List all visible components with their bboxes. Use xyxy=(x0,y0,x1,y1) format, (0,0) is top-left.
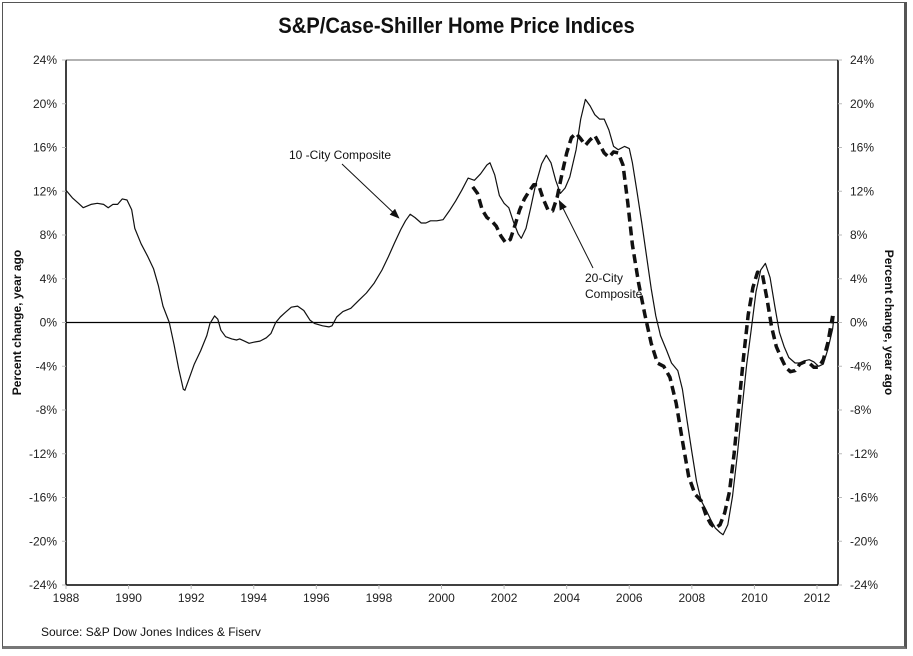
y-tick-label-left: -16% xyxy=(29,491,57,505)
annotation-20-city-label-line2: Composite xyxy=(585,287,643,301)
y-tick-label-right: -20% xyxy=(850,534,878,548)
y-tick-label-right: -24% xyxy=(850,578,878,592)
y-axis-title-left: Percent change, year ago xyxy=(10,250,24,395)
x-tick-label: 1996 xyxy=(303,591,330,605)
y-tick-label-left: 0% xyxy=(40,316,58,330)
x-tick-label: 2004 xyxy=(553,591,580,605)
y-tick-label-right: -16% xyxy=(850,491,878,505)
x-tick-label: 2012 xyxy=(804,591,831,605)
y-tick-label-left: 4% xyxy=(40,272,58,286)
x-tick-label: 1992 xyxy=(178,591,205,605)
x-tick-label: 1988 xyxy=(53,591,80,605)
y-tick-label-left: -8% xyxy=(36,403,58,417)
y-tick-label-right: 12% xyxy=(850,184,874,198)
annotation-10-city-arrow xyxy=(341,163,400,219)
y-tick-label-left: 20% xyxy=(33,97,57,111)
y-tick-label-left: -12% xyxy=(29,447,57,461)
y-tick-label-left: -20% xyxy=(29,534,57,548)
y-tick-label-left: 24% xyxy=(33,53,57,67)
chart-title: S&P/Case-Shiller Home Price Indices xyxy=(278,13,635,38)
y-tick-label-left: -4% xyxy=(36,359,58,373)
y-tick-label-right: 16% xyxy=(850,141,874,155)
y-tick-label-left: -24% xyxy=(29,578,57,592)
y-tick-label-right: -12% xyxy=(850,447,878,461)
x-tick-label: 1998 xyxy=(366,591,393,605)
annotation-20-city-arrow xyxy=(558,199,594,269)
x-tick-label: 2002 xyxy=(491,591,518,605)
chart-frame xyxy=(2,2,907,649)
x-tick-label: 2010 xyxy=(741,591,768,605)
y-tick-label-left: 8% xyxy=(40,228,58,242)
annotation-10-city-label: 10 -City Composite xyxy=(289,148,391,162)
x-tick-label: 2000 xyxy=(428,591,455,605)
y-axis-title-right: Percent change, year ago xyxy=(882,250,896,395)
x-tick-label: 1994 xyxy=(240,591,267,605)
x-tick-label: 1990 xyxy=(115,591,142,605)
y-tick-label-right: 8% xyxy=(850,228,868,242)
series-10-city-line xyxy=(65,98,835,536)
y-tick-label-left: 16% xyxy=(33,141,57,155)
y-tick-label-right: -8% xyxy=(850,403,872,417)
y-tick-label-right: -4% xyxy=(850,359,872,373)
x-tick-label: 2006 xyxy=(616,591,643,605)
source-note: Source: S&P Dow Jones Indices & Fiserv xyxy=(41,625,261,639)
y-tick-label-right: 0% xyxy=(850,316,868,330)
annotation-20-city-label-line1: 20-City xyxy=(585,271,623,285)
x-tick-label: 2008 xyxy=(678,591,705,605)
y-tick-label-right: 20% xyxy=(850,97,874,111)
series-20-city-line xyxy=(471,131,835,530)
y-tick-label-right: 4% xyxy=(850,272,868,286)
y-tick-label-right: 24% xyxy=(850,53,874,67)
y-tick-label-left: 12% xyxy=(33,184,57,198)
